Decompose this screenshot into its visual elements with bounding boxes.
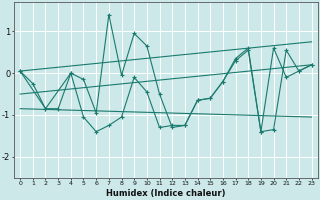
X-axis label: Humidex (Indice chaleur): Humidex (Indice chaleur) [106,189,226,198]
